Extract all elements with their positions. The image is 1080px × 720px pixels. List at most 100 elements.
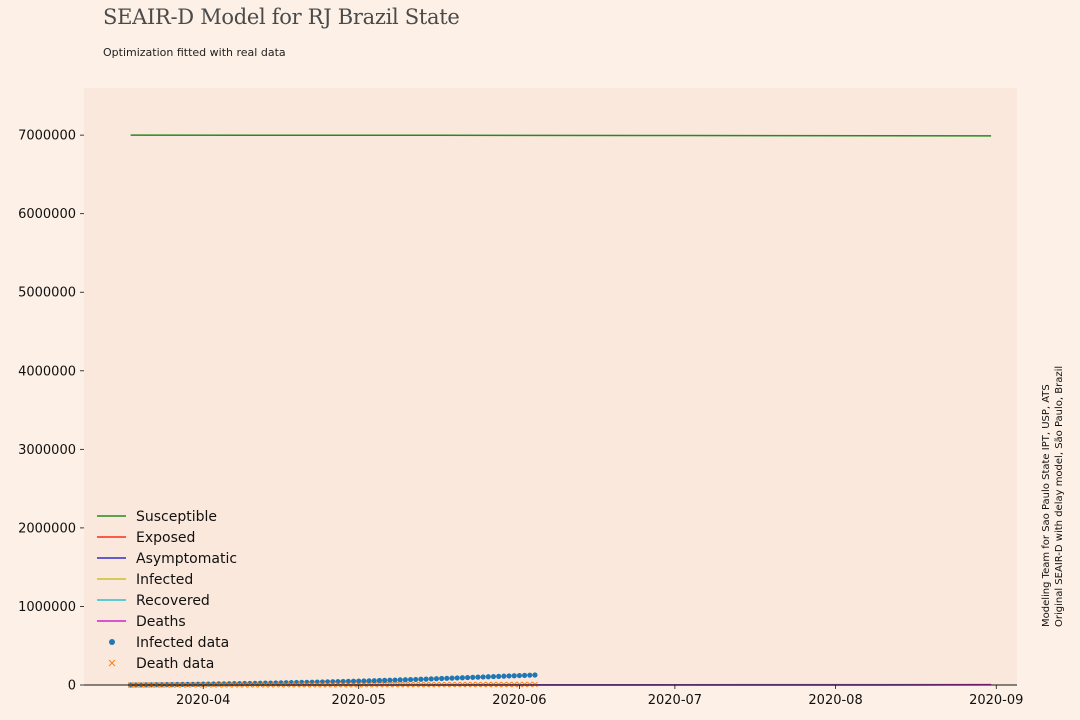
data-point-death-data xyxy=(511,681,518,688)
data-point-death-data xyxy=(506,681,512,688)
x-tick-label: 2020-06 xyxy=(492,693,546,708)
data-point-infected-data xyxy=(262,680,269,686)
data-point-infected-data xyxy=(423,676,429,682)
legend-item-infected-data: Infected data xyxy=(109,635,229,651)
data-point-infected-data xyxy=(195,681,201,687)
legend-label: Exposed xyxy=(136,530,195,546)
legend-swatch xyxy=(108,659,116,667)
cross-stroke xyxy=(495,681,502,688)
legend-item-exposed: Exposed xyxy=(97,530,195,546)
legend-item-susceptible: Susceptible xyxy=(97,509,217,525)
y-tick-label: 1000000 xyxy=(18,600,76,615)
y-tick-label: 6000000 xyxy=(18,207,76,222)
data-point-infected-data xyxy=(459,675,465,681)
legend-item-death-data: Death data xyxy=(108,656,214,672)
data-point-infected-data xyxy=(428,676,434,682)
legend-label: Death data xyxy=(136,656,214,672)
legend-item-asymptomatic: Asymptomatic xyxy=(97,551,237,567)
data-point-infected-data xyxy=(366,678,372,684)
data-point-infected-data xyxy=(475,674,481,680)
legend-label: Infected data xyxy=(136,635,229,651)
data-point-infected-data xyxy=(444,675,450,681)
data-point-infected-data xyxy=(221,681,227,687)
data-point-infected-data xyxy=(506,673,512,679)
cross-stroke xyxy=(506,681,512,688)
legend: Susceptible Exposed Asymptomatic Infected Re… xyxy=(97,509,237,672)
data-point-death-data xyxy=(516,681,523,688)
cross-stroke xyxy=(521,681,528,688)
data-point-infected-data xyxy=(490,673,497,680)
axes-layer: 0 1000000 2000000 3000000 4000000 5000000 6000… xyxy=(18,129,1023,708)
data-point-infected-data xyxy=(454,675,460,681)
legend-label: Infected xyxy=(136,572,193,588)
y-tick-label: 2000000 xyxy=(18,521,76,536)
cross-stroke xyxy=(500,681,507,688)
data-point-infected-data xyxy=(273,680,279,686)
data-point-infected-data xyxy=(314,679,320,685)
legend-label: Deaths xyxy=(136,614,186,630)
y-tick-label: 3000000 xyxy=(18,443,76,458)
x-tick-label: 2020-08 xyxy=(808,693,862,708)
x-tick-label: 2020-07 xyxy=(648,693,702,708)
data-point-infected-data xyxy=(387,677,393,683)
y-tick-label: 4000000 xyxy=(18,364,76,379)
data-point-death-data xyxy=(490,681,497,688)
x-tick-label: 2020-09 xyxy=(969,693,1023,708)
legend-swatch xyxy=(109,639,115,645)
legend-item-recovered: Recovered xyxy=(97,593,210,609)
legend-item-deaths: Deaths xyxy=(97,614,186,630)
data-point-infected-data xyxy=(356,678,362,684)
side-note-line-2: Original SEAIR-D with delay model, São P… xyxy=(1054,365,1065,627)
data-point-infected-data xyxy=(464,674,471,681)
x-tick-label: 2020-04 xyxy=(176,693,230,708)
data-point-infected-data xyxy=(511,673,517,679)
x-tick-label: 2020-05 xyxy=(332,693,386,708)
data-point-infected-data xyxy=(470,674,476,680)
data-point-death-data xyxy=(495,681,502,688)
cross-stroke xyxy=(532,681,538,688)
chart-title: SEAIR-D Model for RJ Brazil State xyxy=(103,5,460,29)
legend-label: Susceptible xyxy=(136,509,217,525)
data-point-death-data xyxy=(532,681,538,688)
data-point-infected-data xyxy=(413,676,419,683)
data-point-infected-data xyxy=(345,678,351,684)
data-point-death-data xyxy=(526,681,533,688)
chart-subtitle: Optimization fitted with real data xyxy=(103,46,286,59)
data-point-infected-data xyxy=(532,672,538,678)
data-point-infected-data xyxy=(319,679,326,685)
data-point-infected-data xyxy=(205,681,211,687)
plot-area xyxy=(84,88,1017,685)
data-point-infected-data xyxy=(480,674,486,680)
data-point-infected-data xyxy=(496,673,502,679)
side-note: Modeling Team for Sao Paulo State IPT, U… xyxy=(1040,366,1066,627)
data-point-infected-data xyxy=(210,681,217,687)
data-point-infected-data xyxy=(325,679,331,685)
data-point-infected-data xyxy=(449,675,455,681)
data-point-infected-data xyxy=(382,677,388,683)
data-point-infected-data xyxy=(376,677,383,684)
data-point-infected-data xyxy=(361,678,367,684)
cross-stroke xyxy=(526,681,533,688)
legend-label: Recovered xyxy=(136,593,210,609)
series-line-susceptible xyxy=(130,134,992,137)
data-point-infected-data xyxy=(433,676,440,682)
data-point-death-data xyxy=(521,681,528,688)
y-tick-label: 0 xyxy=(68,679,76,694)
data-point-infected-data xyxy=(485,674,491,680)
data-point-infected-data xyxy=(439,675,445,682)
data-point-infected-data xyxy=(216,681,222,687)
data-point-infected-data xyxy=(418,676,424,682)
data-point-infected-data xyxy=(397,677,403,683)
cross-stroke xyxy=(516,681,523,688)
data-point-infected-data xyxy=(407,676,414,683)
data-point-infected-data xyxy=(501,673,507,679)
data-point-infected-data xyxy=(516,672,523,679)
data-point-infected-data xyxy=(309,679,315,685)
cross-stroke xyxy=(511,681,518,688)
cross-stroke xyxy=(490,681,497,688)
data-point-death-data xyxy=(500,681,507,688)
y-tick-label: 5000000 xyxy=(18,286,76,301)
data-point-infected-data xyxy=(402,677,408,683)
legend-label: Asymptomatic xyxy=(136,551,237,567)
data-point-infected-data xyxy=(268,680,274,686)
